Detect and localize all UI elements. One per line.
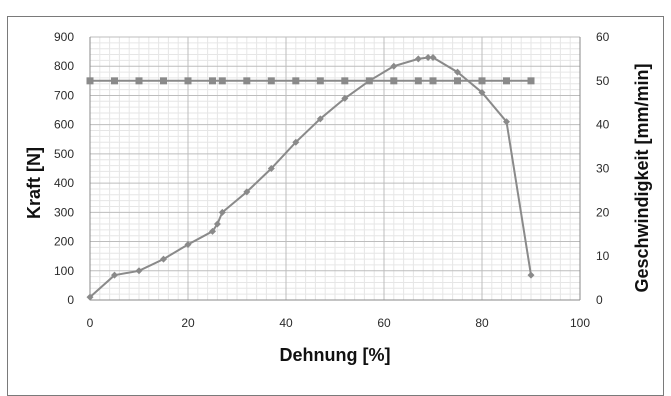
y-tick-label: 500 bbox=[54, 147, 74, 161]
y-tick-label: 300 bbox=[54, 205, 74, 219]
x-tick-label: 40 bbox=[279, 316, 293, 330]
x-tick-label: 20 bbox=[181, 316, 195, 330]
y-tick-label: 200 bbox=[54, 235, 74, 249]
x-tick-label: 100 bbox=[570, 316, 590, 330]
force-data-point bbox=[267, 165, 275, 172]
speed-data-point bbox=[292, 77, 300, 85]
y-axis-title: Kraft [N] bbox=[24, 147, 44, 219]
y2-tick-label: 40 bbox=[596, 118, 610, 132]
speed-data-point bbox=[414, 77, 422, 85]
y2-tick-label: 60 bbox=[596, 30, 610, 44]
speed-data-point bbox=[454, 77, 461, 85]
right-axis-ticks: 0 10 20 30 40 50 60 bbox=[596, 30, 610, 307]
y2-axis-title: Geschwindigkeit [mm/min] bbox=[632, 63, 652, 292]
y2-tick-label: 0 bbox=[596, 293, 603, 307]
force-data-point bbox=[135, 267, 143, 275]
speed-data-point bbox=[209, 77, 216, 85]
y-tick-label: 800 bbox=[54, 59, 74, 73]
y2-tick-label: 10 bbox=[596, 249, 610, 263]
force-data-point bbox=[527, 271, 535, 279]
force-data-point bbox=[160, 255, 167, 263]
x-tick-label: 0 bbox=[87, 316, 94, 330]
speed-data-point bbox=[111, 77, 118, 85]
force-data-point bbox=[86, 293, 94, 301]
x-tick-label: 60 bbox=[377, 316, 391, 330]
force-data-point bbox=[243, 188, 251, 196]
force-data-point bbox=[316, 115, 324, 123]
force-data-point bbox=[292, 138, 300, 146]
force-data-point bbox=[478, 89, 486, 97]
force-data-point bbox=[424, 53, 432, 61]
force-series-line bbox=[89, 56, 532, 298]
force-data-point bbox=[414, 55, 422, 63]
force-data-point bbox=[390, 62, 398, 70]
y-tick-label: 100 bbox=[54, 264, 74, 278]
force-data-point bbox=[213, 220, 221, 228]
force-data-point bbox=[341, 94, 349, 102]
y-tick-label: 700 bbox=[54, 88, 74, 102]
y2-tick-label: 50 bbox=[596, 74, 610, 88]
speed-data-point bbox=[160, 77, 167, 85]
left-axis-ticks: 0 100 200 300 400 500 600 700 800 900 bbox=[54, 30, 74, 307]
force-data-point bbox=[503, 118, 510, 126]
x-axis-ticks: 0 20 40 60 80 100 bbox=[87, 316, 591, 330]
speed-data-point bbox=[267, 77, 275, 85]
speed-data-point bbox=[316, 77, 324, 85]
speed-data-point bbox=[478, 77, 486, 85]
force-data-point bbox=[454, 68, 461, 76]
speed-data-point bbox=[184, 77, 192, 85]
speed-data-point bbox=[390, 77, 398, 85]
speed-data-point bbox=[503, 77, 510, 85]
x-axis-title: Dehnung [%] bbox=[280, 345, 391, 365]
y-tick-label: 0 bbox=[67, 293, 74, 307]
speed-data-point bbox=[243, 77, 251, 85]
force-data-point bbox=[218, 208, 226, 216]
y-tick-label: 600 bbox=[54, 118, 74, 132]
speed-data-point bbox=[341, 77, 349, 85]
speed-data-point bbox=[429, 77, 437, 85]
speed-data-point bbox=[218, 77, 226, 85]
y2-tick-label: 30 bbox=[596, 162, 610, 176]
speed-data-point bbox=[365, 77, 373, 85]
x-tick-label: 80 bbox=[475, 316, 489, 330]
y-tick-label: 900 bbox=[54, 30, 74, 44]
force-data-point bbox=[429, 53, 437, 61]
force-data-point bbox=[209, 227, 216, 235]
y-tick-label: 400 bbox=[54, 176, 74, 190]
speed-data-point bbox=[135, 77, 143, 85]
force-data-point bbox=[111, 271, 118, 279]
speed-data-point bbox=[86, 77, 94, 85]
series-layer bbox=[86, 53, 535, 301]
y2-tick-label: 20 bbox=[596, 205, 610, 219]
speed-data-point bbox=[527, 77, 535, 85]
force-data-point bbox=[184, 240, 192, 248]
